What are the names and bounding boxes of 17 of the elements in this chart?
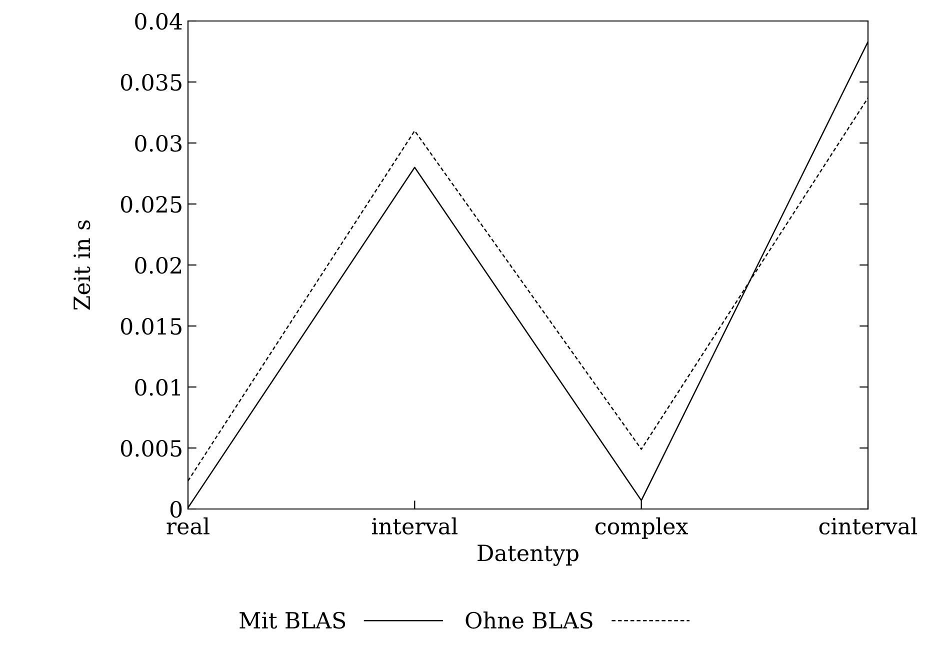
y-tick-label: 0.02 (135, 256, 181, 274)
y-tick-label: 0.04 (135, 12, 182, 30)
x-tick-label: interval (372, 517, 458, 535)
x-tick-label: cinterval (819, 517, 918, 535)
x-tick-label: real (166, 517, 210, 535)
x-axis-title: Datentyp (478, 544, 578, 566)
y-tick-label: 0.01 (135, 378, 180, 396)
y-tick-label: 0.005 (120, 440, 182, 457)
y-tick-label: 0.015 (120, 318, 182, 335)
legend-label: Ohne BLAS (466, 611, 592, 629)
y-tick-label: 0.025 (120, 196, 182, 213)
y-axis-title: Zeit in s (74, 220, 90, 310)
y-tick-label: 0.03 (135, 134, 182, 152)
x-tick-label: complex (595, 517, 688, 539)
y-tick-label: 0.035 (120, 74, 182, 91)
y-tick-label: 0 (170, 500, 182, 518)
legend-label: Mit BLAS (240, 612, 346, 629)
